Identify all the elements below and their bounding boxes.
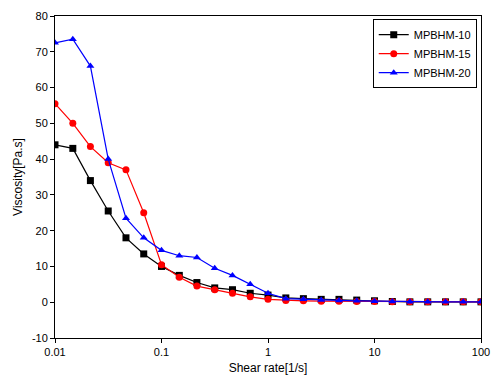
svg-text:0.1: 0.1 [154,346,169,358]
svg-text:Viscosity[Pa.s]: Viscosity[Pa.s] [11,138,25,216]
svg-text:0: 0 [42,296,48,308]
svg-text:40: 40 [36,153,48,165]
svg-text:60: 60 [36,81,48,93]
svg-text:MPBHM-15: MPBHM-15 [414,48,471,60]
svg-text:MPBHM-20: MPBHM-20 [414,67,471,79]
svg-text:30: 30 [36,189,48,201]
svg-text:0.01: 0.01 [44,346,65,358]
svg-text:10: 10 [36,260,48,272]
svg-text:50: 50 [36,117,48,129]
svg-text:MPBHM-10: MPBHM-10 [414,29,471,41]
svg-text:100: 100 [472,346,490,358]
svg-text:Shear rate[1/s]: Shear rate[1/s] [229,361,308,375]
svg-text:20: 20 [36,225,48,237]
svg-text:1: 1 [265,346,271,358]
svg-text:80: 80 [36,10,48,22]
svg-text:-10: -10 [32,332,48,344]
svg-text:70: 70 [36,46,48,58]
svg-text:10: 10 [368,346,380,358]
